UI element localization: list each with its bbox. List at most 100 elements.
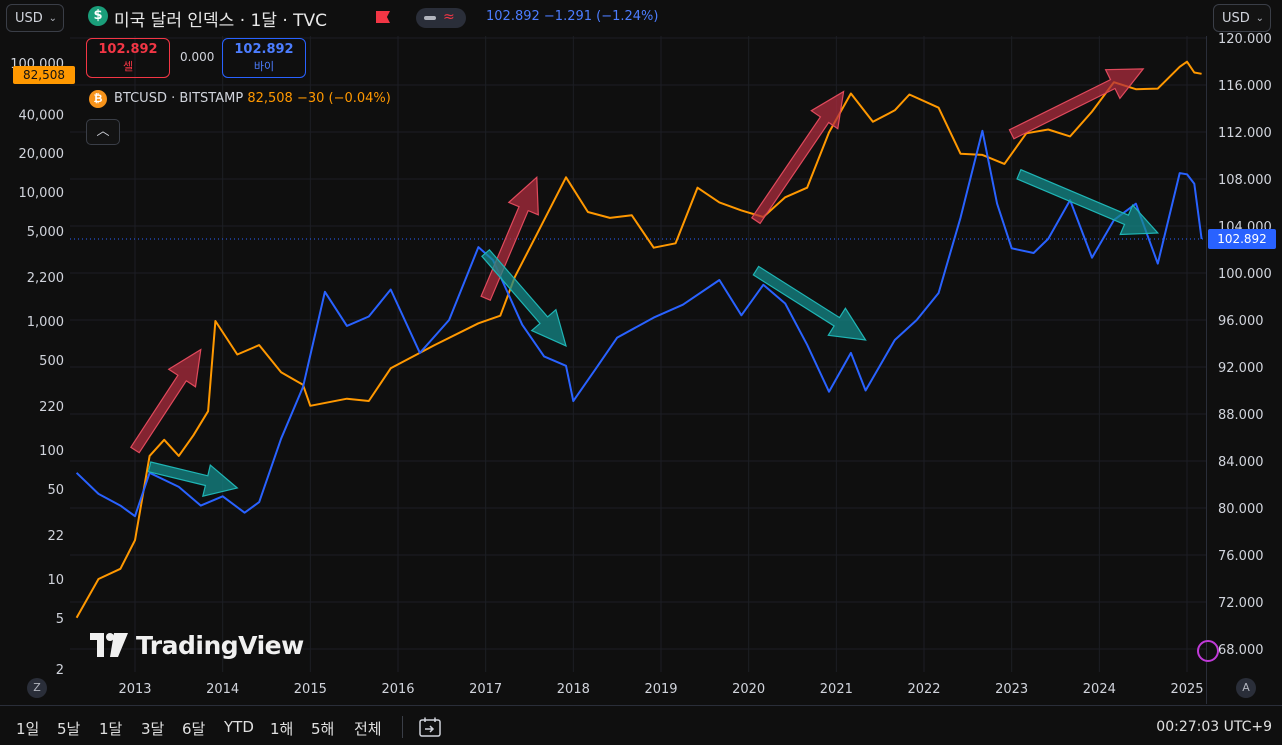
x-axis-tick: 2016 [381,682,414,697]
down-arrow-annotation [481,248,567,347]
right-axis-tick: 72.000 [1218,596,1264,611]
bottom-toolbar: 1일 5날 1달 3달 6달 YTD 1해 5해 전체 00:27:03 UTC… [0,705,1282,745]
sell-price: 102.892 [98,42,158,57]
sell-button[interactable]: 102.892 셀 [86,38,170,78]
right-axis-tick: 120.000 [1218,32,1272,47]
right-axis-tick: 116.000 [1218,79,1272,94]
plot-area [70,36,1206,672]
up-arrow-annotation [1008,68,1145,140]
left-axis-tick: 50 [47,483,64,498]
indicator-circle-icon[interactable] [1197,640,1219,662]
x-axis-tick: 2020 [732,682,765,697]
buy-label: 바이 [253,60,275,73]
tradingview-mark-icon [90,633,128,657]
x-axis-tick: 2017 [469,682,502,697]
x-axis-tick: 2021 [820,682,853,697]
left-axis-tick: 1,000 [27,315,64,330]
left-axis-tick: 100 [39,444,64,459]
x-axis-tick: 2014 [206,682,239,697]
x-axis-tick: 2019 [644,682,677,697]
auto-fit-button[interactable]: A [1236,678,1256,698]
left-axis-tick: 5 [56,612,64,627]
right-axis-tick: 80.000 [1218,502,1264,517]
x-axis-tick: 2015 [294,682,327,697]
flag-icon[interactable] [376,11,390,23]
chart-header: USD ⌄ $ 미국 달러 인덱스 · 1달 · TVC ≈ 102.892 −1… [0,0,1282,36]
left-currency-label: USD [15,11,43,26]
x-axis-tick: 2025 [1170,682,1203,697]
left-axis-tick: 22 [47,529,64,544]
x-axis-tick: 2022 [907,682,940,697]
x-axis-tick: 2013 [118,682,151,697]
x-axis-tick: 2018 [557,682,590,697]
auto-scale-button[interactable]: Z [27,678,47,698]
left-currency-select[interactable]: USD ⌄ [6,4,64,32]
tradingview-logo: TradingView [90,628,304,662]
timeframe-1y[interactable]: 1해 [270,720,294,738]
quote-price: 102.892 [486,9,540,24]
series-line-btcusd [75,60,1202,619]
minus-icon [424,16,436,20]
dxy-price-badge: 102.892 [1208,229,1276,249]
chevron-up-icon[interactable]: ︿ [86,119,120,145]
timeframe-ytd[interactable]: YTD [224,718,254,736]
overlay-symbol: BTCUSD · BITSTAMP [114,91,244,106]
x-axis-tick: 2024 [1083,682,1116,697]
timeframe-3m[interactable]: 3달 [141,720,165,738]
down-arrow-annotation [1016,168,1160,236]
right-axis-tick: 108.000 [1218,173,1272,188]
calendar-goto-icon[interactable] [419,717,441,737]
up-arrow-annotation [129,348,202,454]
left-axis-tick: 10 [47,573,64,588]
chevron-down-icon: ⌄ [48,13,57,24]
compare-toggle[interactable]: ≈ [416,8,466,28]
timeframe-1m[interactable]: 1달 [99,720,123,738]
timeframe-5y[interactable]: 5해 [311,720,335,738]
right-axis-tick: 112.000 [1218,126,1272,141]
timeframe-all[interactable]: 전체 [354,720,382,738]
left-axis-tick: 2,200 [27,271,64,286]
bitcoin-icon: ₿ [89,90,107,108]
left-axis-tick: 10,000 [19,186,65,201]
series-line-dxy [75,129,1203,518]
clock-readout[interactable]: 00:27:03 UTC+9 [1156,719,1272,735]
wave-icon: ≈ [443,9,455,25]
right-axis-tick: 68.000 [1218,643,1264,658]
right-axis-tick: 100.000 [1218,267,1272,282]
right-currency-label: USD [1222,11,1250,26]
right-axis-tick: 76.000 [1218,549,1264,564]
timeframe-6m[interactable]: 6달 [182,720,206,738]
left-axis-tick: 40,000 [19,108,65,123]
chevron-down-icon: ⌄ [1255,13,1264,24]
dollar-icon: $ [88,6,108,26]
sell-label: 셀 [122,60,134,73]
right-currency-select[interactable]: USD ⌄ [1213,4,1271,32]
left-axis-tick: 20,000 [19,147,65,162]
buy-price: 102.892 [234,42,294,57]
left-axis-tick: 5,000 [27,225,64,240]
buy-button[interactable]: 102.892 바이 [222,38,306,78]
x-axis-tick: 2023 [995,682,1028,697]
symbol-quote: 102.892 −1.291 (−1.24%) [486,9,658,24]
timeframe-5d[interactable]: 5날 [57,720,81,738]
quote-change: −1.291 (−1.24%) [543,9,659,24]
down-arrow-annotation [147,461,239,498]
up-arrow-annotation [750,90,845,225]
btc-price-badge: 82,508 [13,66,75,84]
right-axis-tick: 96.000 [1218,314,1264,329]
toolbar-divider [402,716,403,738]
symbol-title[interactable]: 미국 달러 인덱스 · 1달 · TVC [114,11,328,31]
left-axis-tick: 2 [56,663,64,678]
right-axis-tick: 84.000 [1218,455,1264,470]
timeframe-1d[interactable]: 1일 [16,720,40,738]
right-axis-tick: 92.000 [1218,361,1264,376]
left-axis-tick: 220 [39,400,64,415]
right-axis-tick: 88.000 [1218,408,1264,423]
down-arrow-annotation [752,265,867,341]
overlay-quote: 82,508 −30 (−0.04%) [247,91,391,106]
spread-value: 0.000 [180,50,215,64]
left-axis-tick: 500 [39,354,64,369]
right-axis-divider [1206,36,1207,704]
overlay-legend[interactable]: BTCUSD · BITSTAMP 82,508 −30 (−0.04%) [114,91,391,106]
